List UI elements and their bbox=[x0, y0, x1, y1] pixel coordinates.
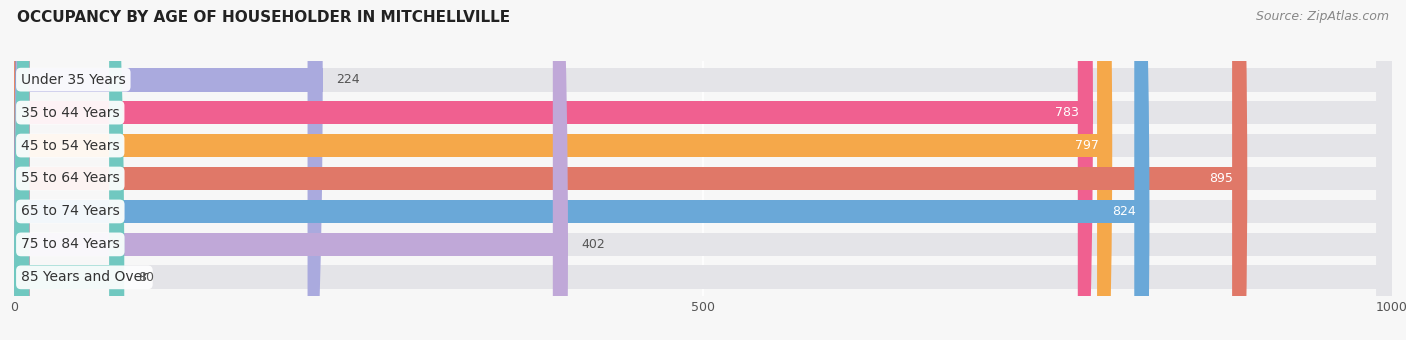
Wedge shape bbox=[1376, 0, 1392, 340]
Bar bbox=[14, 68, 323, 91]
Bar bbox=[14, 200, 1392, 223]
Wedge shape bbox=[14, 0, 30, 340]
Bar bbox=[14, 200, 1150, 223]
Wedge shape bbox=[14, 0, 30, 340]
Wedge shape bbox=[14, 0, 30, 340]
Wedge shape bbox=[14, 0, 30, 340]
Bar bbox=[14, 233, 1392, 256]
Bar bbox=[14, 101, 1392, 124]
Text: 55 to 64 Years: 55 to 64 Years bbox=[21, 171, 120, 186]
Wedge shape bbox=[1376, 0, 1392, 340]
Wedge shape bbox=[1097, 0, 1112, 340]
Wedge shape bbox=[14, 0, 30, 340]
Text: 797: 797 bbox=[1074, 139, 1098, 152]
Bar bbox=[14, 134, 1112, 157]
Wedge shape bbox=[110, 0, 124, 340]
Wedge shape bbox=[1376, 0, 1392, 340]
Text: 65 to 74 Years: 65 to 74 Years bbox=[21, 204, 120, 218]
Wedge shape bbox=[14, 0, 30, 340]
Wedge shape bbox=[1376, 0, 1392, 340]
Wedge shape bbox=[14, 0, 30, 340]
Text: 75 to 84 Years: 75 to 84 Years bbox=[21, 237, 120, 251]
Wedge shape bbox=[1135, 0, 1150, 340]
Wedge shape bbox=[1376, 0, 1392, 340]
Wedge shape bbox=[1232, 0, 1247, 340]
Bar bbox=[14, 233, 568, 256]
Wedge shape bbox=[1376, 0, 1392, 340]
Wedge shape bbox=[14, 0, 30, 340]
Wedge shape bbox=[14, 0, 30, 340]
Wedge shape bbox=[14, 0, 30, 340]
Wedge shape bbox=[1376, 0, 1392, 340]
Text: 824: 824 bbox=[1112, 205, 1136, 218]
Text: 895: 895 bbox=[1209, 172, 1233, 185]
Text: Source: ZipAtlas.com: Source: ZipAtlas.com bbox=[1256, 10, 1389, 23]
Wedge shape bbox=[1078, 0, 1092, 340]
Wedge shape bbox=[14, 0, 30, 340]
Text: 402: 402 bbox=[582, 238, 606, 251]
Text: 45 to 54 Years: 45 to 54 Years bbox=[21, 139, 120, 153]
Bar bbox=[14, 266, 1392, 289]
Text: 85 Years and Over: 85 Years and Over bbox=[21, 270, 148, 284]
Bar bbox=[14, 134, 1392, 157]
Bar bbox=[14, 68, 1392, 91]
Wedge shape bbox=[553, 0, 568, 340]
Bar bbox=[14, 167, 1392, 190]
Wedge shape bbox=[14, 0, 30, 340]
Wedge shape bbox=[14, 0, 30, 340]
Text: 783: 783 bbox=[1056, 106, 1080, 119]
Wedge shape bbox=[14, 0, 30, 340]
Text: Under 35 Years: Under 35 Years bbox=[21, 73, 125, 87]
Bar bbox=[14, 101, 1092, 124]
Text: OCCUPANCY BY AGE OF HOUSEHOLDER IN MITCHELLVILLE: OCCUPANCY BY AGE OF HOUSEHOLDER IN MITCH… bbox=[17, 10, 510, 25]
Bar bbox=[14, 266, 124, 289]
Text: 80: 80 bbox=[138, 271, 155, 284]
Wedge shape bbox=[308, 0, 323, 340]
Text: 224: 224 bbox=[336, 73, 360, 86]
Bar bbox=[14, 167, 1247, 190]
Text: 35 to 44 Years: 35 to 44 Years bbox=[21, 106, 120, 120]
